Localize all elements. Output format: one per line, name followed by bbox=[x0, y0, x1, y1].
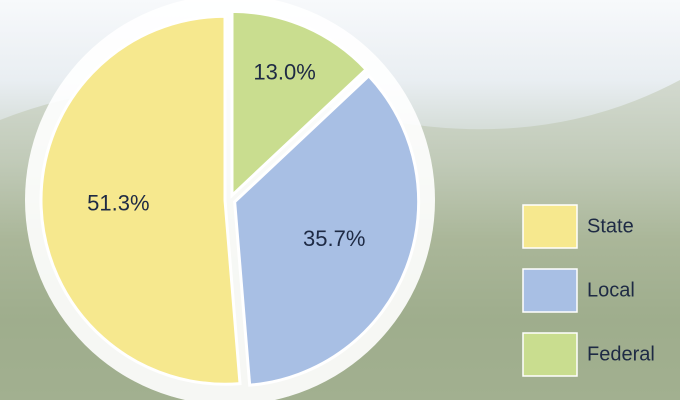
slice bbox=[39, 14, 242, 386]
slice bbox=[230, 9, 369, 199]
slice-label: 35.7% bbox=[303, 226, 365, 251]
slice-label: 13.0% bbox=[253, 60, 315, 85]
legend-label: Local bbox=[587, 279, 635, 301]
slice-label: 51.3% bbox=[87, 190, 149, 215]
slice bbox=[233, 73, 421, 387]
legend-swatch bbox=[522, 332, 578, 377]
legend-swatch bbox=[522, 204, 578, 249]
legend: State Local Federal bbox=[522, 204, 655, 377]
legend-label: Federal bbox=[587, 343, 655, 365]
pie: 13.0% 35.7% 51.3% bbox=[39, 9, 421, 387]
legend-swatch bbox=[522, 268, 578, 313]
legend-label: State bbox=[587, 215, 634, 237]
